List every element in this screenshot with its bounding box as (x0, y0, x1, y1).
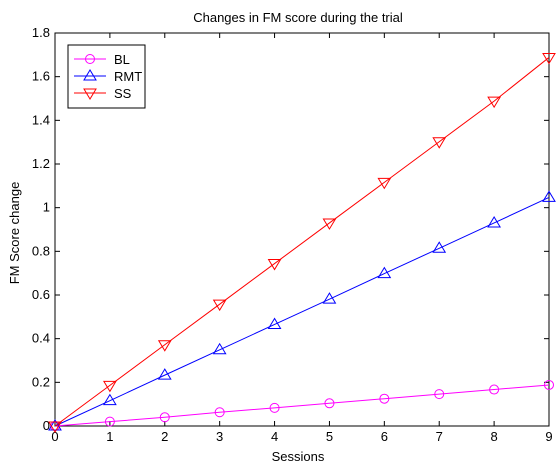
x-axis-label: Sessions (272, 449, 325, 464)
data-point-ss (432, 137, 447, 149)
data-point-bl (104, 416, 115, 427)
data-point-bl (434, 389, 445, 400)
legend-marker-rmt (83, 69, 97, 81)
x-tick-label: 5 (326, 429, 333, 444)
y-tick-label: 1.8 (32, 25, 50, 40)
legend-label-ss: SS (114, 86, 132, 101)
data-point-rmt (542, 190, 556, 202)
data-point-bl (214, 407, 225, 418)
series-layer (48, 52, 556, 433)
legend-label-rmt: RMT (114, 69, 142, 84)
data-point-bl (159, 412, 170, 423)
data-point-rmt (48, 419, 62, 431)
x-tick-label: 2 (161, 429, 168, 444)
data-point-ss (322, 218, 337, 230)
data-point-ss (103, 380, 117, 393)
plot-frame (54, 32, 550, 427)
legend-item-ss: SS (74, 86, 132, 101)
legend-marker-ss (83, 88, 97, 100)
legend: BL RMT SS (67, 44, 146, 109)
data-point-ss (157, 340, 172, 352)
data-point-rmt (212, 342, 227, 355)
y-axis: 0 0.2 0.4 0.6 0.8 1 1.2 1.4 1.6 1.8 (32, 25, 549, 433)
y-tick-label: 1.2 (32, 156, 50, 171)
series-bl (50, 379, 554, 431)
legend-label-bl: BL (114, 52, 130, 67)
legend-item-bl: BL (74, 52, 130, 67)
data-point-ss (542, 52, 556, 65)
data-point-bl (544, 379, 554, 390)
series-line-ss (54, 57, 550, 427)
data-point-ss (267, 259, 282, 271)
chart-title: Changes in FM score during the trial (193, 10, 403, 25)
data-point-rmt (103, 393, 117, 406)
legend-item-rmt: RMT (74, 69, 142, 84)
plot-border (54, 32, 550, 427)
data-point-bl (324, 398, 335, 409)
y-tick-label: 1.6 (32, 69, 50, 84)
x-axis: 0 1 2 3 4 5 6 7 8 9 (51, 33, 553, 444)
data-point-ss (487, 96, 501, 109)
y-tick-label: 0.6 (32, 287, 50, 302)
x-tick-label: 6 (381, 429, 388, 444)
x-tick-label: 0 (51, 429, 58, 444)
data-point-rmt (267, 317, 282, 329)
data-point-bl (269, 402, 280, 413)
series-line-bl (54, 384, 550, 427)
y-tick-label: 1 (43, 200, 50, 215)
x-tick-label: 4 (271, 429, 278, 444)
y-tick-label: 0.2 (32, 374, 50, 389)
series-rmt (48, 190, 556, 431)
data-point-ss (377, 177, 392, 190)
x-tick-label: 9 (545, 429, 552, 444)
data-point-rmt (487, 215, 501, 228)
y-tick-label: 0 (43, 418, 50, 433)
x-tick-label: 3 (216, 429, 223, 444)
data-point-bl (379, 393, 390, 404)
y-tick-label: 1.4 (32, 112, 50, 127)
legend-marker-bl (85, 54, 95, 64)
data-point-bl (489, 384, 500, 395)
data-point-rmt (157, 368, 172, 380)
data-point-rmt (322, 292, 337, 304)
y-axis-label: FM Score change (7, 182, 22, 285)
x-tick-label: 7 (436, 429, 443, 444)
x-tick-label: 8 (490, 429, 497, 444)
x-tick-label: 1 (106, 429, 113, 444)
series-ss (48, 52, 556, 433)
y-tick-label: 0.8 (32, 243, 50, 258)
series-line-rmt (54, 196, 550, 427)
data-point-rmt (377, 266, 392, 279)
data-point-ss (48, 421, 62, 433)
y-tick-label: 0.4 (32, 331, 50, 346)
data-point-rmt (432, 241, 447, 253)
data-point-ss (212, 299, 227, 312)
